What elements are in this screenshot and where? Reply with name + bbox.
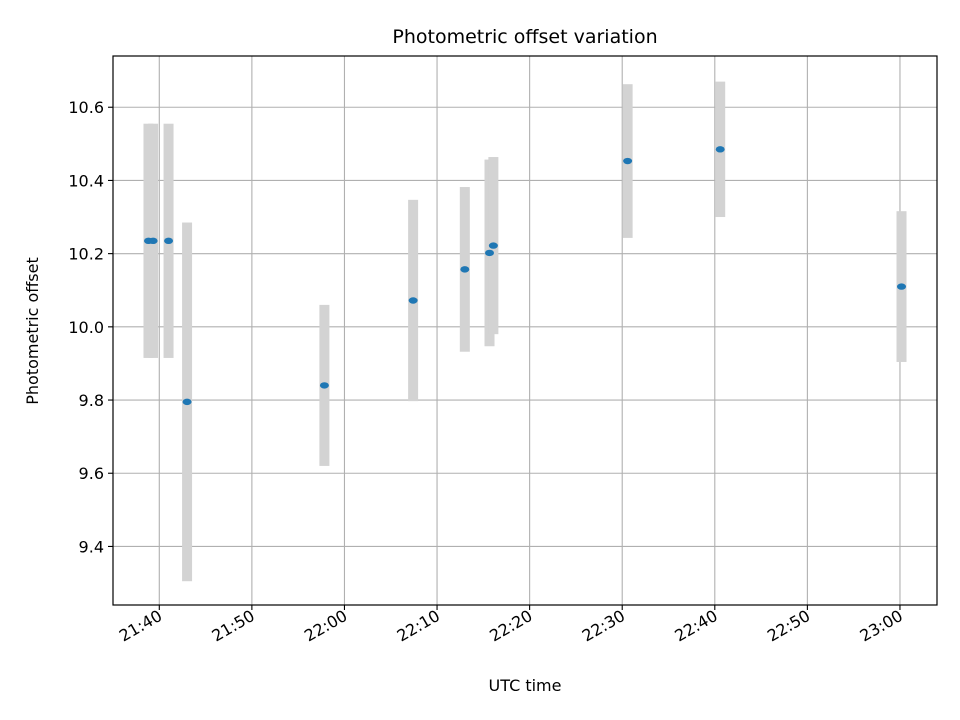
y-tick-label: 9.4 — [79, 537, 104, 556]
y-tick-label: 9.8 — [79, 391, 104, 410]
data-point — [715, 146, 725, 153]
plot-frame — [112, 55, 938, 606]
grid — [113, 56, 937, 605]
data-points — [143, 146, 907, 406]
data-point — [182, 398, 192, 406]
y-axis-title: Photometric offset — [23, 257, 42, 405]
y-tick-label: 10.2 — [68, 245, 104, 264]
data-point — [485, 249, 495, 257]
chart-title: Photometric offset variation — [392, 26, 657, 48]
data-point — [897, 283, 907, 290]
y-tick-label: 10.4 — [68, 171, 104, 190]
data-point — [148, 237, 158, 245]
y-axis-ticks: 9.4 9.6 9.8 10.0 10.2 10.4 10.6 — [68, 98, 113, 556]
data-point — [164, 237, 174, 245]
data-point — [488, 242, 498, 249]
data-point — [623, 157, 633, 165]
data-point — [408, 297, 418, 304]
y-tick-label: 9.6 — [79, 464, 104, 483]
y-tick-label: 10.6 — [68, 98, 104, 117]
x-axis-title: UTC time — [489, 676, 562, 695]
y-tick-label: 10.0 — [68, 318, 104, 337]
data-point — [460, 266, 470, 273]
data-point — [319, 382, 329, 389]
